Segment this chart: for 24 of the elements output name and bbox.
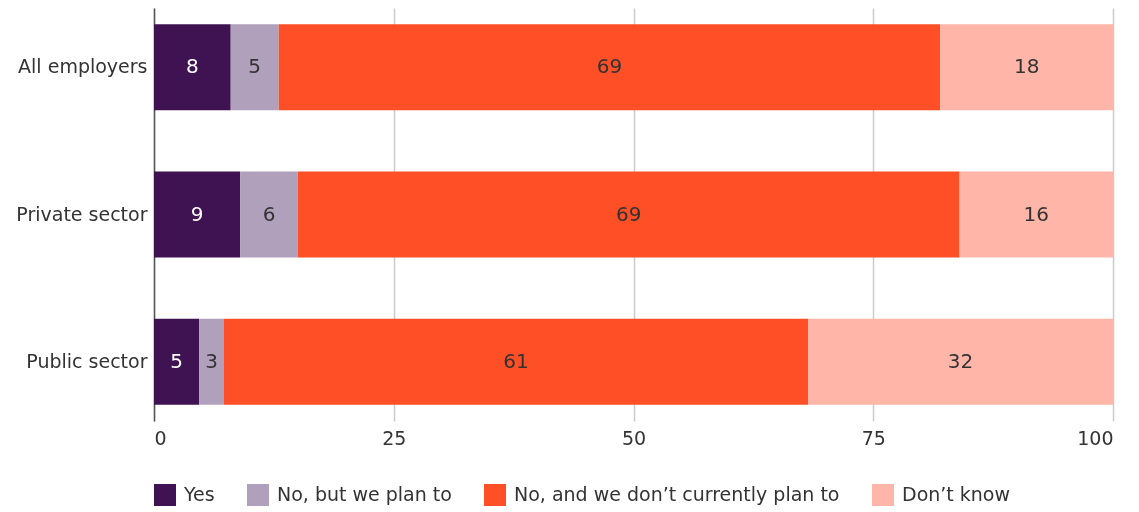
data-label: 3 bbox=[205, 348, 218, 373]
y-tick-label: Public sector bbox=[26, 349, 148, 372]
legend-label: No, but we plan to bbox=[277, 483, 452, 505]
data-label: 69 bbox=[596, 54, 623, 79]
legend-label: No, and we don’t currently plan to bbox=[514, 483, 840, 505]
data-label: 32 bbox=[947, 348, 974, 373]
data-label: 69 bbox=[615, 201, 642, 226]
data-label: 61 bbox=[503, 348, 529, 373]
data-label: 9 bbox=[190, 201, 204, 226]
x-tick-label: 25 bbox=[382, 426, 407, 449]
data-label: 5 bbox=[248, 54, 262, 79]
legend-label: Yes bbox=[183, 483, 215, 505]
data-label: 16 bbox=[1023, 201, 1050, 226]
x-tick-label: 100 bbox=[1077, 426, 1114, 449]
x-tick-label: 0 bbox=[154, 426, 167, 449]
data-label: 6 bbox=[262, 201, 276, 226]
y-tick-label: Private sector bbox=[16, 202, 148, 225]
data-label: 18 bbox=[1013, 54, 1040, 79]
y-tick-label: All employers bbox=[18, 55, 148, 78]
x-tick-label: 75 bbox=[861, 426, 886, 449]
data-label: 5 bbox=[170, 348, 183, 373]
data-label: 8 bbox=[185, 54, 199, 79]
x-tick-label: 50 bbox=[621, 426, 647, 449]
legend-label: Don’t know bbox=[902, 483, 1011, 505]
